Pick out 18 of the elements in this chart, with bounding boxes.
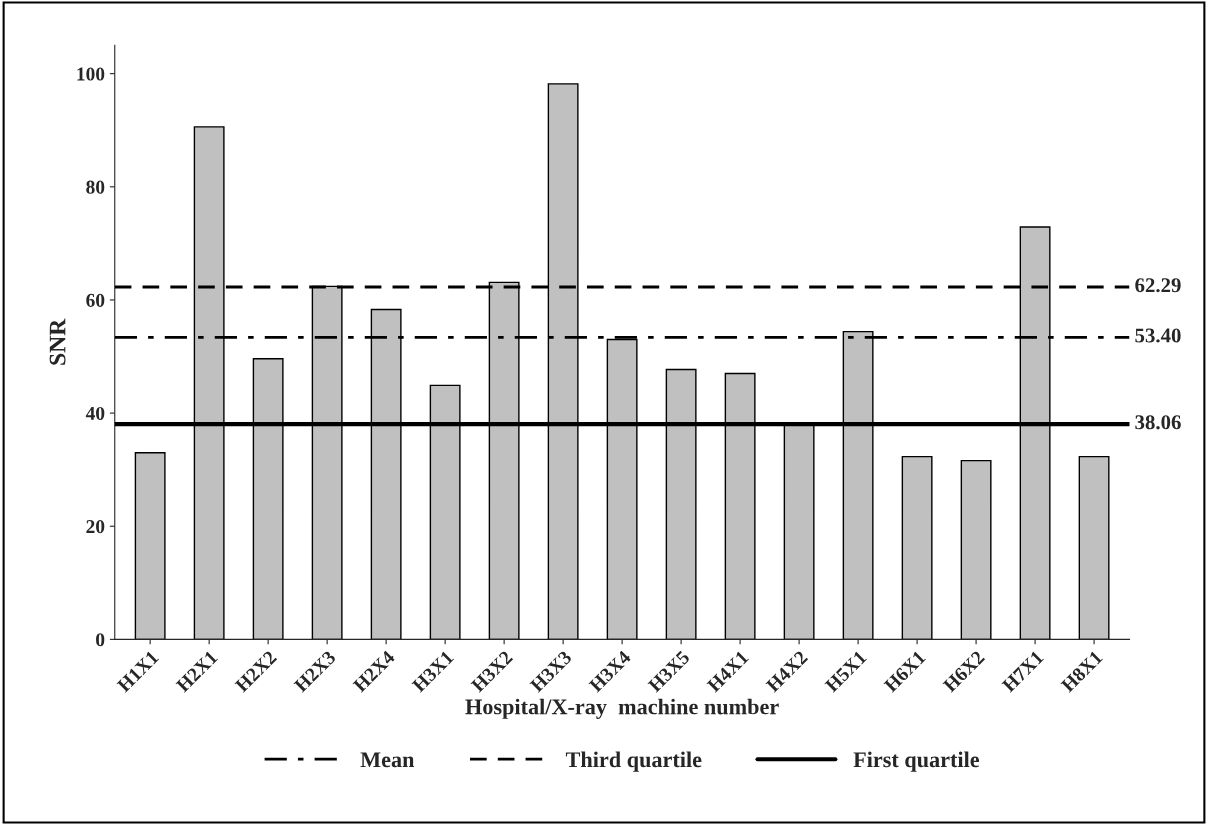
legend-label: First quartile	[853, 751, 980, 772]
bar	[134, 451, 166, 640]
text: 53.40	[1135, 328, 1181, 343]
y-tick-label: 80	[86, 180, 105, 194]
y-tick-label: 0	[96, 633, 105, 647]
legend-label: Third quartile	[565, 751, 702, 772]
bar	[960, 459, 992, 640]
y-tick-label: 20	[86, 520, 105, 534]
bar	[901, 455, 933, 640]
y-tick-label: 60	[86, 293, 105, 307]
bar	[1078, 455, 1110, 640]
y-tick-label: 40	[85, 406, 105, 421]
y-axis-title: SNR	[49, 318, 66, 365]
y-tick-label: 100	[77, 67, 105, 81]
legend-label: Mean	[360, 752, 415, 768]
text: 62.29	[1135, 278, 1181, 293]
text: 38.06	[1135, 415, 1181, 430]
x-axis-title: Hospital/X-ray machine number	[465, 698, 779, 719]
